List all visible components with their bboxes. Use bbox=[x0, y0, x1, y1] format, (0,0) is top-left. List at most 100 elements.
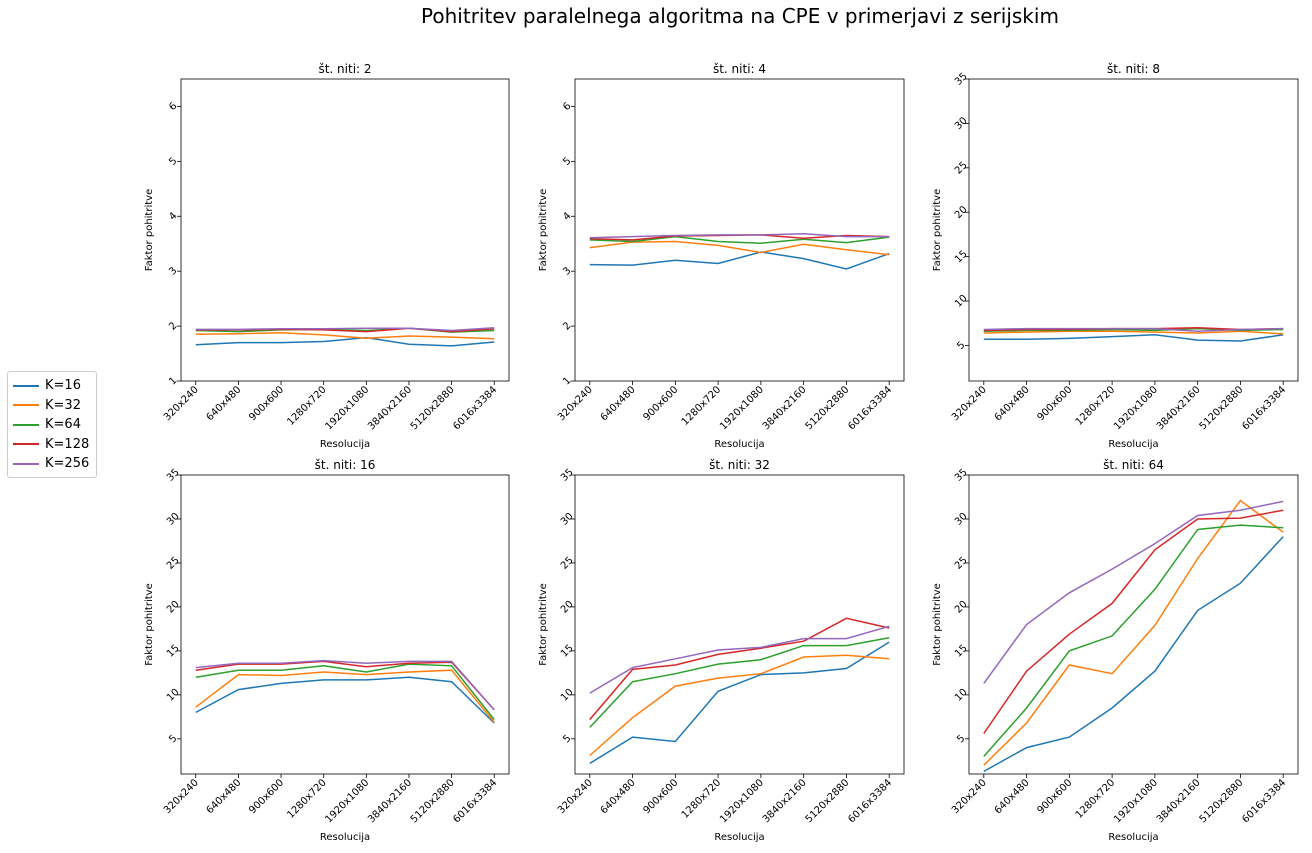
x-tick-label: 320x240 bbox=[556, 384, 595, 423]
x-tick-label: 320x240 bbox=[950, 384, 989, 423]
y-tick-label: 15 bbox=[953, 249, 970, 266]
series-line bbox=[195, 669, 495, 723]
y-tick-label: 25 bbox=[165, 555, 182, 572]
x-tick-label: 3840x2160 bbox=[761, 384, 809, 432]
subplot: 320x240 640x480 900x600 1280x7201920x108038… bbox=[144, 458, 510, 843]
y-tick-label: 25 bbox=[953, 555, 970, 572]
y-tick-label: 1 bbox=[167, 375, 179, 387]
y-tick-label: 35 bbox=[165, 467, 182, 484]
x-tick-label: 640x480 bbox=[599, 777, 638, 816]
x-tick-label: 3840x2160 bbox=[366, 777, 414, 825]
y-tick-label: 35 bbox=[953, 71, 970, 88]
x-tick-label: 5120x2880 bbox=[1198, 384, 1246, 432]
y-tick-label: 6 bbox=[167, 101, 179, 113]
subplot-title: št. niti: 8 bbox=[1107, 62, 1160, 76]
x-tick-label: 640x480 bbox=[993, 777, 1032, 816]
y-tick-label: 20 bbox=[559, 599, 576, 616]
x-tick-label: 640x480 bbox=[599, 384, 638, 423]
series-line bbox=[589, 240, 890, 256]
x-axis-label: Resolucija bbox=[714, 832, 764, 843]
y-axis-label: Faktor pohitritve bbox=[144, 189, 155, 271]
legend-swatch bbox=[13, 384, 39, 387]
y-tick-label: 20 bbox=[953, 599, 970, 616]
y-tick-label: 25 bbox=[559, 555, 576, 572]
legend-swatch bbox=[13, 423, 39, 426]
x-tick-label: 6016x3384 bbox=[1240, 777, 1288, 825]
subplot: 320x240 640x480 900x600 1280x7201920x108038… bbox=[932, 62, 1299, 450]
y-tick-label: 20 bbox=[165, 599, 182, 616]
legend-item: K=32 bbox=[8, 396, 96, 416]
y-axis-label: Faktor pohitritve bbox=[538, 583, 549, 665]
y-tick-label: 30 bbox=[165, 511, 182, 528]
subplot-title: št. niti: 32 bbox=[709, 458, 770, 472]
y-tick-label: 30 bbox=[559, 511, 576, 528]
series-line bbox=[589, 251, 890, 270]
y-axis-label: Faktor pohitritve bbox=[932, 189, 943, 271]
legend-label: K=32 bbox=[45, 397, 81, 413]
plot-frame bbox=[574, 474, 905, 775]
x-tick-label: 900x600 bbox=[1036, 777, 1075, 816]
x-tick-label: 6016x3384 bbox=[846, 384, 894, 432]
y-tick-label: 5 bbox=[955, 340, 967, 352]
x-tick-label: 1920x1080 bbox=[718, 777, 766, 825]
x-tick-label: 900x600 bbox=[247, 777, 286, 816]
y-tick-label: 35 bbox=[953, 467, 970, 484]
legend-item: K=64 bbox=[8, 415, 96, 435]
y-tick-label: 5 bbox=[167, 156, 179, 168]
subplot-title: št. niti: 16 bbox=[315, 458, 376, 472]
series-line bbox=[195, 336, 495, 347]
y-axis-label: Faktor pohitritve bbox=[144, 583, 155, 665]
legend-label: K=128 bbox=[45, 436, 90, 452]
series-line bbox=[589, 636, 890, 728]
subplot-title: št. niti: 2 bbox=[318, 62, 371, 76]
y-tick-label: 2 bbox=[561, 320, 573, 332]
legend-swatch bbox=[13, 462, 39, 465]
y-tick-label: 30 bbox=[953, 511, 970, 528]
x-tick-label: 5120x2880 bbox=[804, 777, 852, 825]
series-line bbox=[589, 625, 890, 694]
y-tick-label: 20 bbox=[953, 204, 970, 221]
x-tick-label: 1920x1080 bbox=[1112, 384, 1160, 432]
series-line bbox=[983, 327, 1284, 333]
x-tick-label: 6016x3384 bbox=[451, 777, 499, 825]
y-axis-label: Faktor pohitritve bbox=[932, 583, 943, 665]
y-tick-label: 5 bbox=[561, 733, 573, 745]
series-line bbox=[195, 659, 495, 711]
x-tick-label: 900x600 bbox=[247, 384, 286, 423]
x-tick-label: 1280x720 bbox=[680, 384, 723, 427]
x-tick-label: 1920x1080 bbox=[323, 777, 371, 825]
figure-title: Pohitritev paralelnega algoritma na CPE … bbox=[421, 4, 1059, 28]
series-line bbox=[195, 676, 495, 724]
x-tick-label: 900x600 bbox=[642, 777, 681, 816]
x-tick-label: 1920x1080 bbox=[1112, 777, 1160, 825]
plot-frame bbox=[180, 78, 510, 382]
series-line bbox=[983, 500, 1284, 684]
legend-label: K=256 bbox=[45, 456, 90, 472]
x-tick-label: 640x480 bbox=[993, 384, 1032, 423]
plot-frame bbox=[968, 474, 1299, 775]
plot-frame bbox=[968, 78, 1299, 382]
series-line bbox=[983, 499, 1284, 766]
series-line bbox=[589, 233, 890, 239]
y-tick-label: 6 bbox=[561, 101, 573, 113]
y-tick-label: 4 bbox=[561, 210, 573, 222]
y-tick-label: 10 bbox=[559, 687, 576, 704]
legend-label: K=64 bbox=[45, 417, 81, 433]
subplot: 320x240 640x480 900x600 1280x7201920x108038… bbox=[144, 62, 510, 450]
y-tick-label: 5 bbox=[561, 156, 573, 168]
series-line bbox=[589, 654, 890, 757]
x-tick-label: 6016x3384 bbox=[451, 384, 499, 432]
subplot-title: št. niti: 64 bbox=[1103, 458, 1164, 472]
x-tick-label: 3840x2160 bbox=[1155, 777, 1203, 825]
y-tick-label: 3 bbox=[167, 265, 179, 277]
y-tick-label: 30 bbox=[953, 115, 970, 132]
legend: K=16 K=32 K=64 K=128 K=256 bbox=[7, 371, 97, 478]
x-tick-label: 3840x2160 bbox=[366, 384, 414, 432]
x-tick-label: 6016x3384 bbox=[1240, 384, 1288, 432]
x-tick-label: 320x240 bbox=[950, 777, 989, 816]
y-tick-label: 10 bbox=[953, 687, 970, 704]
y-tick-label: 2 bbox=[167, 320, 179, 332]
legend-swatch bbox=[13, 404, 39, 407]
y-tick-label: 5 bbox=[955, 733, 967, 745]
